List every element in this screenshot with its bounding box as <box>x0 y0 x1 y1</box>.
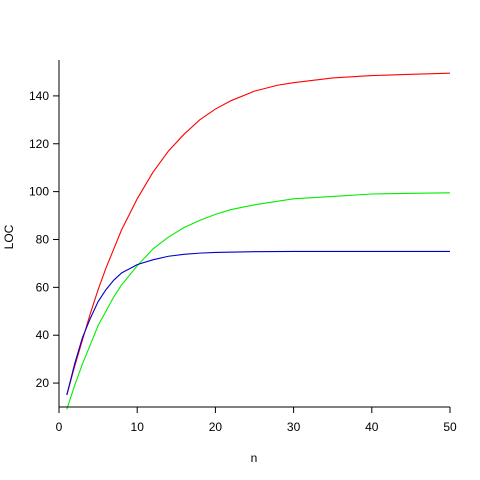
y-tick-label: 80 <box>36 232 50 246</box>
y-axis-ticks: 20 40 60 80 100 120 140 <box>29 89 59 390</box>
series-layer <box>66 72 451 410</box>
y-axis-label: LOC <box>2 224 16 249</box>
y-tick-label: 60 <box>36 280 50 294</box>
x-axis-ticks: 0 10 20 30 40 50 <box>56 407 457 434</box>
series-line-1 <box>66 72 451 396</box>
y-tick-label: 140 <box>29 89 49 103</box>
y-tick-label: 100 <box>29 185 49 199</box>
series-line-3 <box>66 250 450 396</box>
x-tick-label: 0 <box>56 420 63 434</box>
y-tick-label: 120 <box>29 137 49 151</box>
x-tick-label: 20 <box>209 420 223 434</box>
x-tick-label: 40 <box>365 420 379 434</box>
y-tick-label: 20 <box>36 376 50 390</box>
x-axis-label: n <box>251 451 258 465</box>
x-tick-label: 30 <box>287 420 301 434</box>
x-tick-label: 10 <box>131 420 145 434</box>
plot-area <box>66 72 451 410</box>
x-tick-label: 50 <box>443 420 457 434</box>
y-tick-label: 40 <box>36 328 50 342</box>
series-line-2 <box>66 192 451 410</box>
